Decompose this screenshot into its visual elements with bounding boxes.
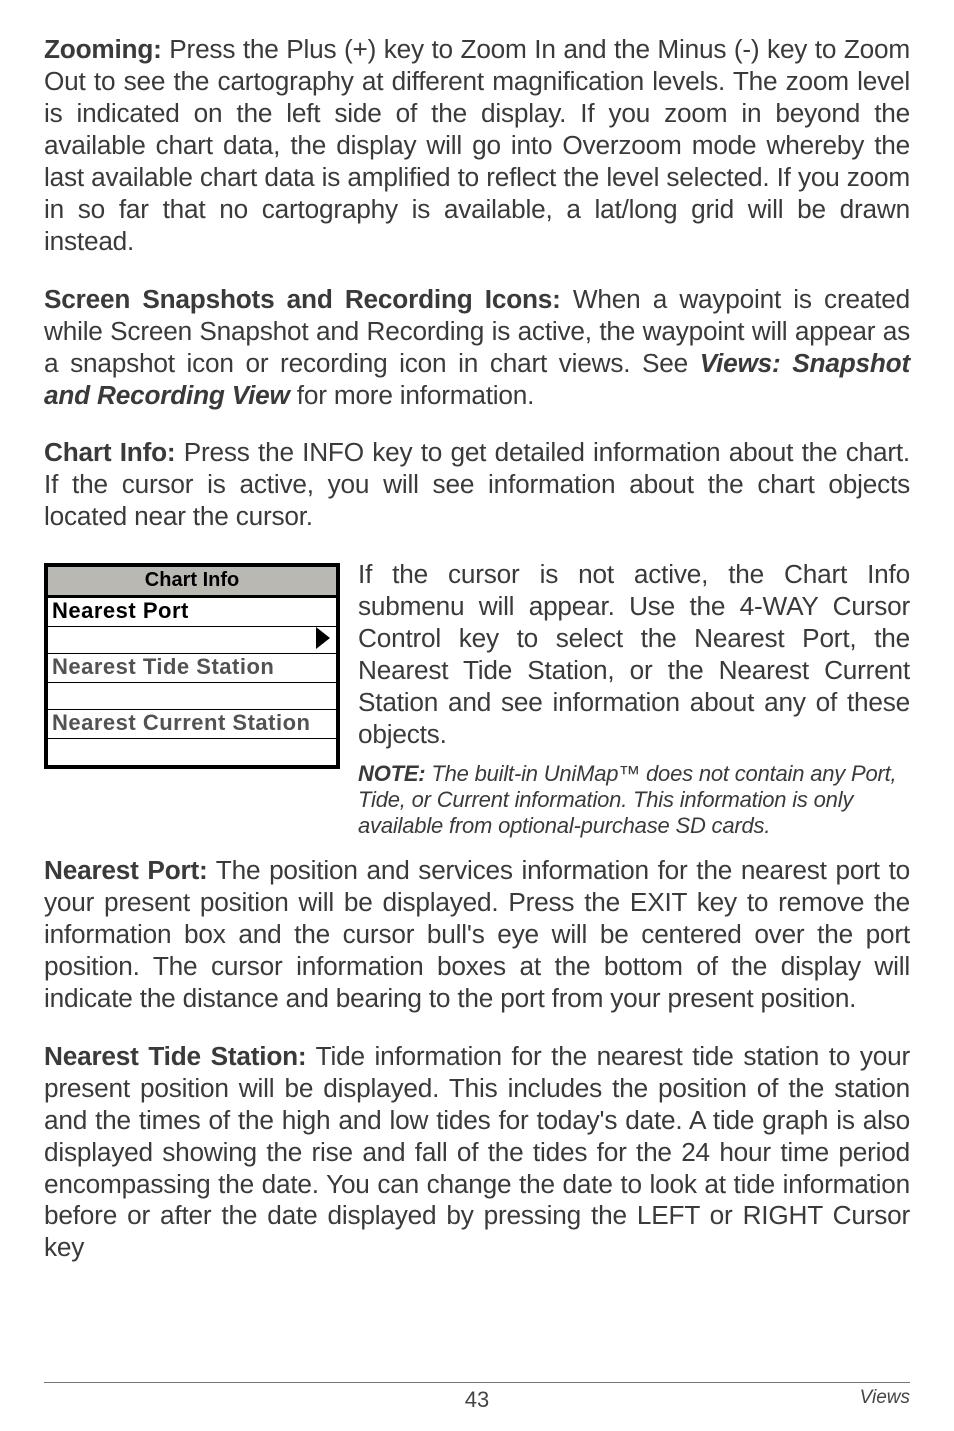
section-name: Views [860, 1387, 910, 1409]
text-zooming: Press the Plus (+) key to Zoom In and th… [44, 34, 910, 256]
label-zooming: Zooming: [44, 34, 162, 64]
label-nearest-tide: Nearest Tide Station: [44, 1041, 306, 1071]
note-text: The built-in UniMap™ does not contain an… [358, 761, 896, 838]
menu-item-label: Nearest Tide Station [52, 654, 274, 680]
paragraph-nearest-tide: Nearest Tide Station: Tide information f… [44, 1041, 910, 1265]
chart-info-side-column: If the cursor is not active, the Chart I… [358, 559, 910, 839]
footer-rule [44, 1382, 910, 1383]
menu-divider [48, 738, 336, 739]
caret-right-icon [316, 627, 330, 649]
menu-title: Chart Info [48, 567, 336, 597]
menu-item-nearest-port[interactable]: Nearest Port [48, 597, 336, 653]
menu-divider [48, 626, 336, 627]
side-paragraph: If the cursor is not active, the Chart I… [358, 559, 910, 751]
chart-info-menu: Chart Info Nearest Port Nearest Tide Sta… [44, 563, 340, 839]
paragraph-screen-snapshots: Screen Snapshots and Recording Icons: Wh… [44, 284, 910, 412]
page-footer: 43 Views [44, 1382, 910, 1409]
label-chart-info: Chart Info: [44, 437, 175, 467]
menu-item-label: Nearest Port [52, 598, 189, 624]
label-screen-snapshots: Screen Snapshots and Recording Icons: [44, 284, 561, 314]
chart-info-row: Chart Info Nearest Port Nearest Tide Sta… [44, 559, 910, 839]
note: NOTE: The built-in UniMap™ does not cont… [358, 761, 910, 839]
page-number: 43 [465, 1387, 489, 1413]
menu-divider [48, 682, 336, 683]
menu-item-nearest-current[interactable]: Nearest Current Station [48, 709, 336, 765]
paragraph-zooming: Zooming: Press the Plus (+) key to Zoom … [44, 34, 910, 258]
menu-frame: Chart Info Nearest Port Nearest Tide Sta… [44, 563, 340, 769]
text-screen-b: for more information. [290, 380, 534, 410]
text-nearest-tide: Tide information for the nearest tide st… [44, 1041, 910, 1263]
paragraph-chart-info: Chart Info: Press the INFO key to get de… [44, 437, 910, 533]
footer-row: 43 Views [44, 1387, 910, 1409]
menu-item-nearest-tide[interactable]: Nearest Tide Station [48, 653, 336, 709]
label-nearest-port: Nearest Port: [44, 855, 208, 885]
paragraph-nearest-port: Nearest Port: The position and services … [44, 855, 910, 1015]
note-label: NOTE: [358, 761, 425, 786]
menu-item-label: Nearest Current Station [52, 710, 310, 736]
